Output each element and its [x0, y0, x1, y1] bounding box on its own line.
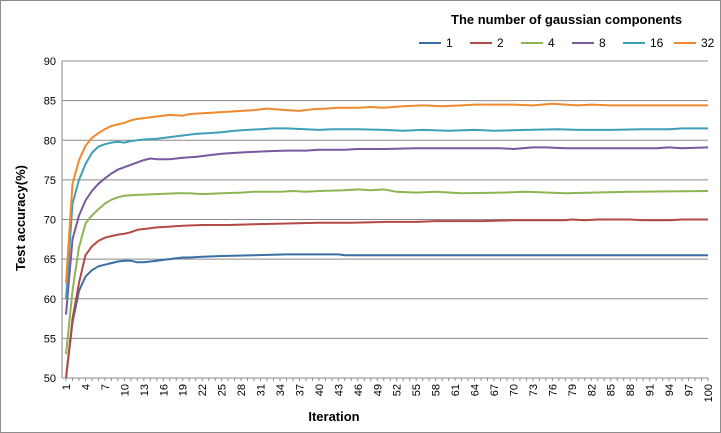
series-line-4: [65, 188, 709, 355]
y-tick-label: 70: [44, 215, 56, 227]
x-tick-label: 31: [256, 384, 268, 396]
x-tick-label: 4: [80, 384, 92, 390]
legend: 1 2 4 8 16 32: [419, 36, 715, 50]
x-tick-label: 7: [100, 384, 112, 390]
legend-label-16: 16: [650, 36, 664, 50]
x-tick-label: 97: [684, 384, 696, 396]
x-tick-label: 94: [664, 384, 676, 396]
x-tick-label: 52: [392, 384, 404, 396]
legend-title: The number of gaussian components: [451, 12, 682, 27]
x-tick-label: 64: [470, 384, 482, 396]
axes: 50 55 60 65 70 75 80 85 90 1 4 7 10 13 16 19 22 25 28 31 34 3…: [44, 56, 715, 402]
x-tick-label: 70: [508, 384, 520, 396]
x-tick-label: 88: [625, 384, 637, 396]
y-tick-label: 50: [44, 373, 56, 385]
series-line-2: [65, 218, 708, 379]
series-lines: [65, 102, 709, 379]
y-tick-label: 55: [44, 333, 56, 345]
x-axis-title: Iteration: [308, 409, 359, 424]
legend-label-2: 2: [497, 36, 504, 50]
x-tick-label: 91: [645, 384, 657, 396]
x-tick-label: 55: [411, 384, 423, 396]
y-tick-label: 85: [44, 96, 56, 108]
x-tick-label: 22: [197, 384, 209, 396]
y-tick-label: 75: [44, 175, 56, 187]
y-axis-title: Test accuracy(%): [13, 165, 28, 271]
series-line-8: [65, 146, 709, 315]
x-tick-label: 10: [119, 384, 131, 396]
x-tick-label: 85: [606, 384, 618, 396]
y-tick-label: 90: [44, 56, 56, 68]
gridlines: [62, 60, 708, 339]
y-tick-label: 80: [44, 135, 56, 147]
x-tick-label: 16: [158, 384, 170, 396]
x-tick-label: 100: [703, 384, 715, 402]
x-tick-label: 19: [178, 384, 190, 396]
x-tick-label: 13: [139, 384, 151, 396]
x-tick-label: 67: [489, 384, 501, 396]
x-tick-label: 40: [314, 384, 326, 396]
x-tick-label: 25: [217, 384, 229, 396]
y-tick-label: 65: [44, 254, 56, 266]
legend-label-8: 8: [599, 36, 606, 50]
series-line-16: [65, 127, 708, 299]
x-tick-label: 37: [294, 384, 306, 396]
series-line-32: [65, 102, 708, 283]
x-tick-label: 61: [450, 384, 462, 396]
x-tick-label: 79: [567, 384, 579, 396]
x-tick-label: 1: [61, 384, 73, 390]
x-tick-label: 49: [372, 384, 384, 396]
x-tick-label: 76: [547, 384, 559, 396]
x-tick-label: 82: [586, 384, 598, 396]
x-tick-label: 28: [236, 384, 248, 396]
y-tick-label: 60: [44, 294, 56, 306]
x-tick-label: 73: [528, 384, 540, 396]
x-tick-label: 46: [353, 384, 365, 396]
x-tick-label: 34: [275, 384, 287, 396]
legend-label-1: 1: [446, 36, 453, 50]
legend-label-4: 4: [548, 36, 555, 50]
x-tick-label: 58: [431, 384, 443, 396]
series-line-1: [65, 253, 708, 379]
x-tick-label: 43: [333, 384, 345, 396]
legend-label-32: 32: [701, 36, 715, 50]
